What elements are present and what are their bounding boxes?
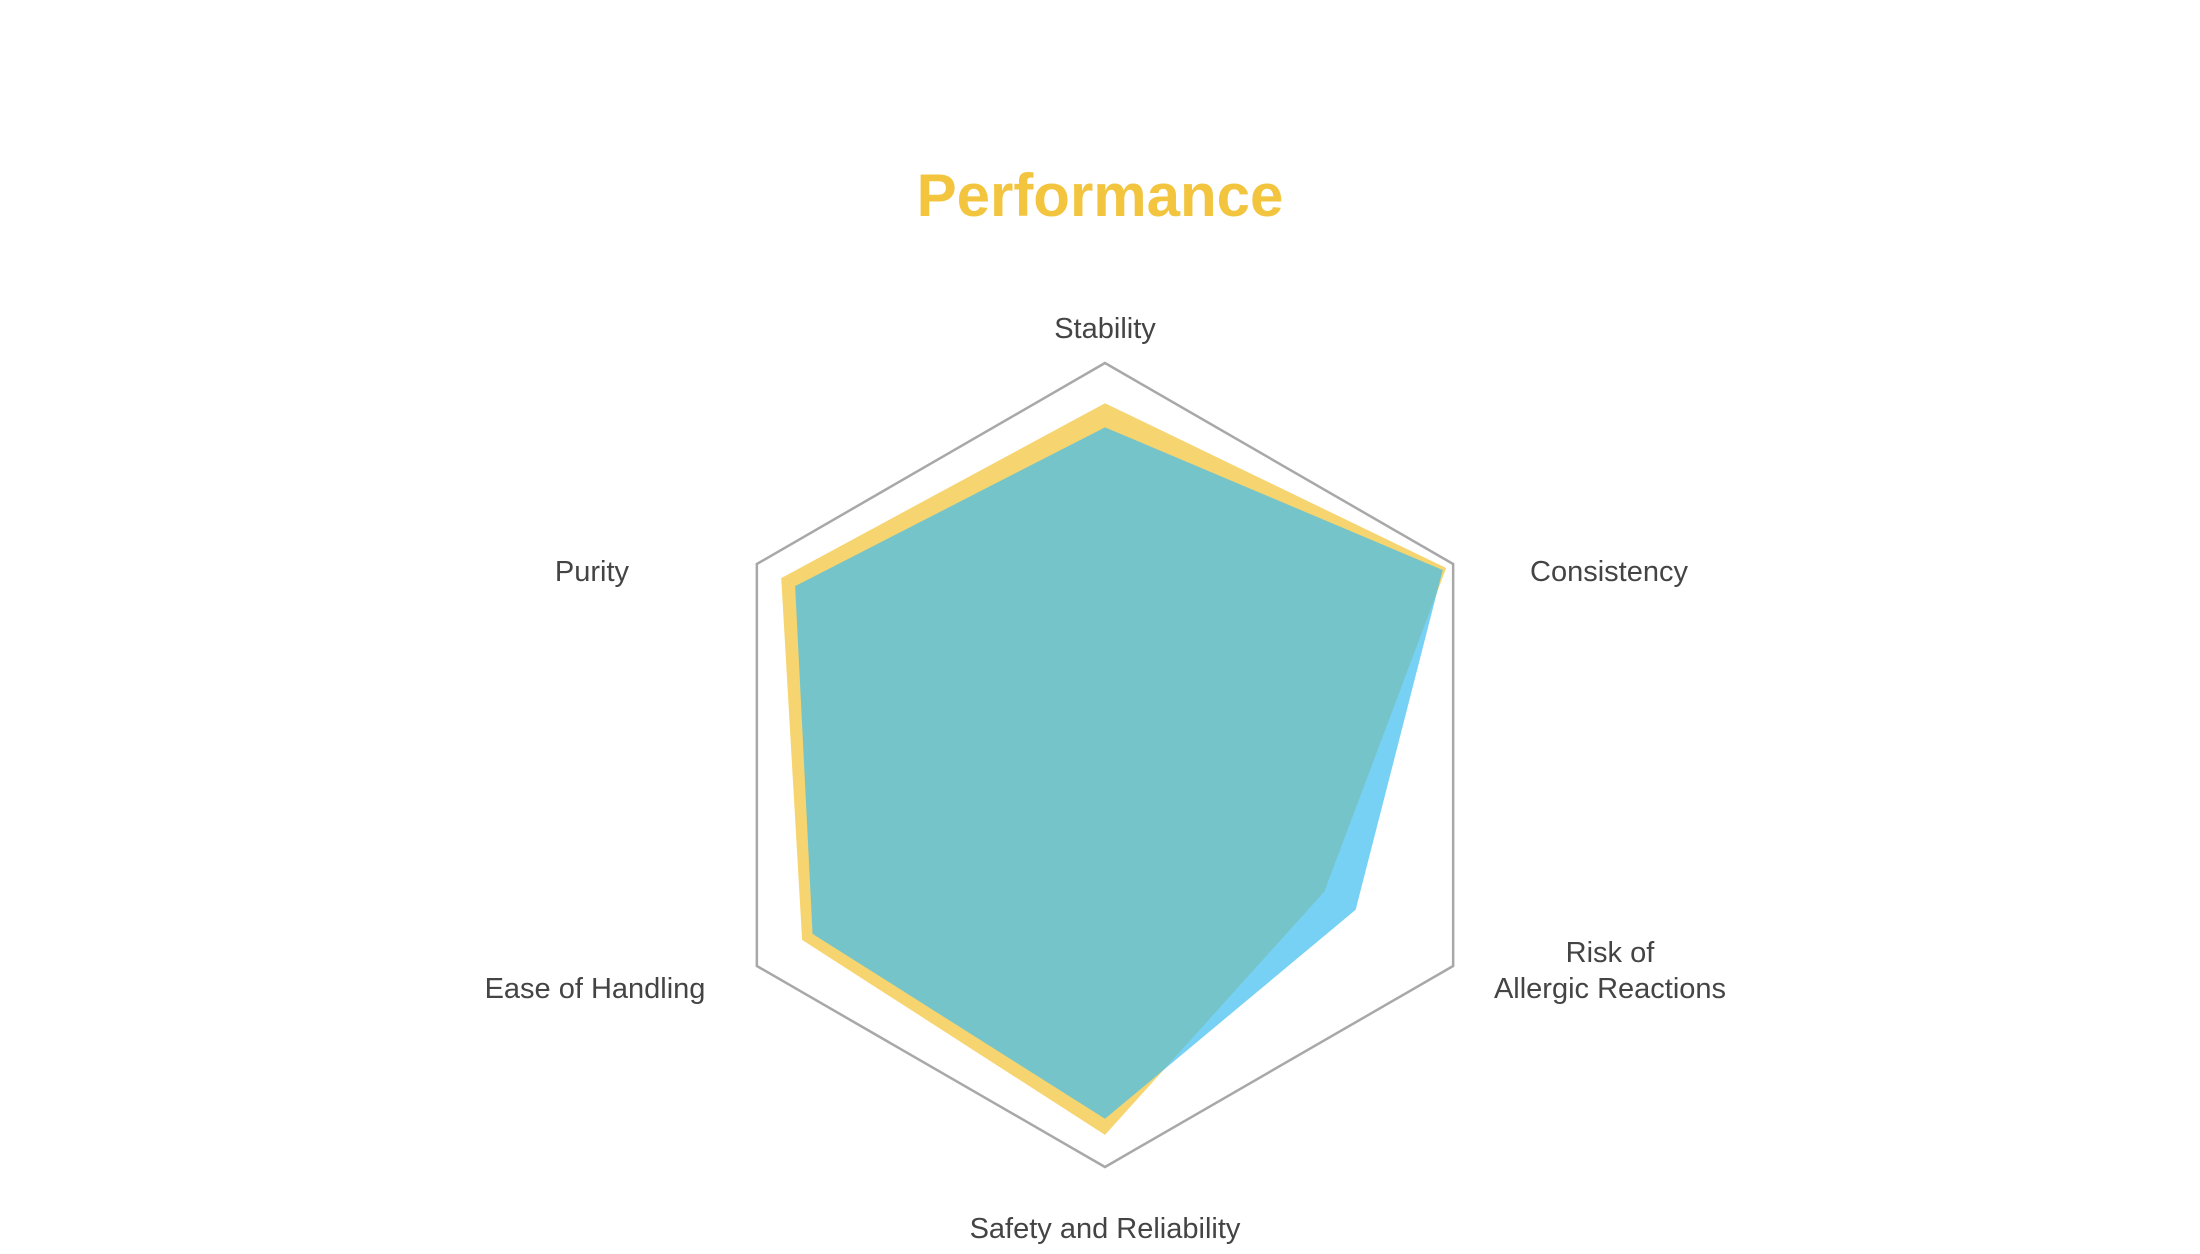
axis-label-4: Safety and Reliability [970,1213,1241,1245]
axis-label-3: Risk of Allergic Reactions [1494,937,1726,1005]
radar-outer-grid [755,361,1455,1169]
axis-label-5: Ease of Handling [485,973,706,1005]
axis-label-1: Stability [1054,313,1156,345]
axis-label-3-line-2: Allergic Reactions [1494,973,1726,1005]
axis-labels: Stability Consistency Risk of Allergic Reac… [485,313,1726,1245]
axis-label-1-line-1: Stability [1054,313,1156,345]
radar-series-2 [795,427,1443,1119]
axis-label-6-line-1: Purity [555,556,630,588]
radar-grid [755,361,1455,1169]
axis-label-3-line-1: Risk of [1566,937,1656,969]
chart-title: Performance [916,162,1284,229]
axis-label-2: Consistency [1530,556,1688,588]
axis-label-4-line-1: Safety and Reliability [970,1213,1241,1245]
axis-label-5-line-1: Ease of Handling [485,973,706,1005]
radar-series-area [781,403,1447,1135]
axis-label-6: Purity [555,556,630,588]
axis-label-2-line-1: Consistency [1530,556,1688,588]
